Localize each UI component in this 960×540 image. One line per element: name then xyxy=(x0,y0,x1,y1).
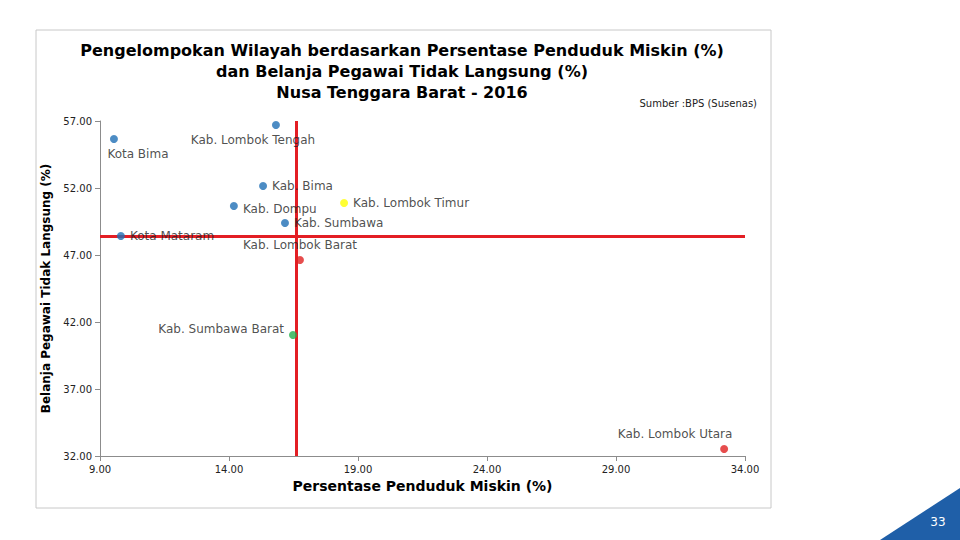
svg-text:Kab. Lombok Tengah: Kab. Lombok Tengah xyxy=(191,133,315,147)
svg-text:47.00: 47.00 xyxy=(63,250,92,261)
svg-text:29.00: 29.00 xyxy=(602,464,631,475)
svg-text:Pengelompokan Wilayah berdasar: Pengelompokan Wilayah berdasarkan Persen… xyxy=(80,41,724,60)
svg-text:9.00: 9.00 xyxy=(89,464,111,475)
svg-text:37.00: 37.00 xyxy=(63,384,92,395)
svg-text:Kab. Lombok Utara: Kab. Lombok Utara xyxy=(618,427,733,441)
svg-text:Kab. Sumbawa Barat: Kab. Sumbawa Barat xyxy=(158,322,284,336)
svg-text:33: 33 xyxy=(930,515,945,529)
svg-text:Sumber :BPS (Susenas): Sumber :BPS (Susenas) xyxy=(639,98,757,109)
svg-text:32.00: 32.00 xyxy=(63,451,92,462)
svg-text:Kab. Dompu: Kab. Dompu xyxy=(243,202,317,216)
svg-text:Nusa Tenggara Barat - 2016: Nusa Tenggara Barat - 2016 xyxy=(276,83,527,102)
svg-text:52.00: 52.00 xyxy=(63,183,92,194)
svg-text:Kab. Lombok Barat: Kab. Lombok Barat xyxy=(243,238,357,252)
svg-text:14.00: 14.00 xyxy=(215,464,244,475)
svg-text:Kota Mataram: Kota Mataram xyxy=(130,229,214,243)
svg-text:57.00: 57.00 xyxy=(63,116,92,127)
svg-text:Belanja Pegawai Tidak Langsung: Belanja Pegawai Tidak Langsung (%) xyxy=(39,164,53,414)
svg-text:Kab. Lombok Timur: Kab. Lombok Timur xyxy=(353,196,469,210)
svg-text:19.00: 19.00 xyxy=(344,464,373,475)
svg-text:dan Belanja Pegawai Tidak Lang: dan Belanja Pegawai Tidak Langsung (%) xyxy=(216,62,588,81)
svg-text:42.00: 42.00 xyxy=(63,317,92,328)
svg-text:Kab. Bima: Kab. Bima xyxy=(272,179,333,193)
svg-text:24.00: 24.00 xyxy=(473,464,502,475)
svg-text:Persentase Penduduk Miskin (%): Persentase Penduduk Miskin (%) xyxy=(292,478,552,494)
svg-text:34.00: 34.00 xyxy=(731,464,760,475)
svg-text:Kota Bima: Kota Bima xyxy=(107,147,168,161)
svg-text:Kab. Sumbawa: Kab. Sumbawa xyxy=(294,216,383,230)
